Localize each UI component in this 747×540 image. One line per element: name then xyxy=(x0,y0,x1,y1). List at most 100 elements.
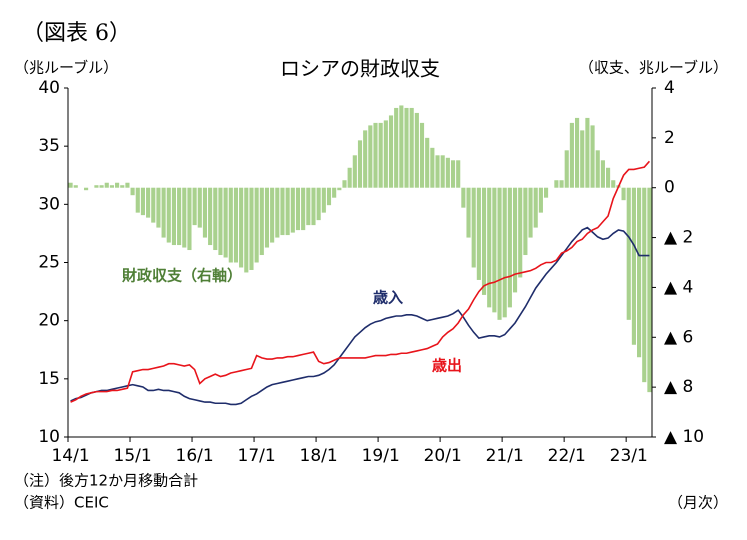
bar xyxy=(626,187,631,320)
bar xyxy=(306,187,311,226)
line xyxy=(70,160,651,403)
chart-title: ロシアの財政収支 xyxy=(280,57,440,81)
bar xyxy=(321,187,326,213)
bar xyxy=(264,187,270,248)
y-tick-label: 35 xyxy=(38,136,60,156)
bar xyxy=(120,185,125,188)
x-tick-label: 22/1 xyxy=(548,446,586,466)
y2-tick-label: ▲ 10 xyxy=(664,427,704,447)
bar xyxy=(471,187,476,268)
bar xyxy=(311,187,316,226)
bar xyxy=(109,185,114,188)
bar xyxy=(156,187,161,228)
bar xyxy=(373,122,378,188)
bar xyxy=(642,187,647,383)
bar xyxy=(440,155,445,188)
bar xyxy=(492,187,497,313)
bar xyxy=(518,187,523,278)
x-tick-label: 19/1 xyxy=(362,446,400,466)
bar xyxy=(600,160,605,188)
bar xyxy=(233,187,239,263)
bar xyxy=(419,122,425,188)
x-tick-label: 23/1 xyxy=(610,446,648,466)
bar xyxy=(528,187,533,238)
bar xyxy=(363,130,368,188)
bar xyxy=(182,187,187,248)
bar xyxy=(611,180,616,188)
bar xyxy=(223,187,228,258)
bar xyxy=(249,187,254,270)
y2-tick-label: ▲ 4 xyxy=(664,277,693,297)
bar xyxy=(104,182,109,188)
bar xyxy=(326,187,332,206)
bar xyxy=(94,185,99,188)
bar xyxy=(523,187,528,256)
series-label: 財政収支（右軸） xyxy=(121,267,242,285)
y2-tick-label: ▲ 2 xyxy=(664,228,693,248)
bar xyxy=(512,187,518,293)
bar xyxy=(430,147,435,188)
x-tick-label: 17/1 xyxy=(238,446,276,466)
bar xyxy=(244,187,249,273)
bar xyxy=(125,182,130,188)
bar xyxy=(197,187,202,228)
x-tick-label: 21/1 xyxy=(486,446,524,466)
bar xyxy=(564,150,569,188)
bar xyxy=(502,187,507,318)
bar xyxy=(456,160,461,188)
bar xyxy=(135,187,140,213)
bar xyxy=(285,187,290,236)
bar xyxy=(99,185,104,188)
bar xyxy=(637,187,642,358)
bar xyxy=(228,187,233,263)
bar xyxy=(543,187,549,198)
bar xyxy=(580,130,585,188)
bar xyxy=(409,107,414,188)
bar xyxy=(166,187,171,243)
bar xyxy=(481,187,487,295)
bar xyxy=(357,140,363,188)
y2-tick-label: ▲ 6 xyxy=(664,327,693,347)
figure-number: （図表 6） xyxy=(22,21,131,46)
bar xyxy=(130,187,135,196)
bar xyxy=(84,187,89,191)
bar xyxy=(115,182,120,188)
bar xyxy=(177,187,182,246)
bar xyxy=(280,187,285,236)
bar xyxy=(259,187,264,256)
bar xyxy=(270,187,275,243)
bar xyxy=(316,187,321,221)
bar xyxy=(187,187,192,251)
bar xyxy=(275,187,280,238)
bar xyxy=(497,187,502,320)
x-tick-label: 18/1 xyxy=(300,446,338,466)
bar xyxy=(151,187,156,223)
bar xyxy=(239,187,244,268)
bar xyxy=(461,187,466,208)
bar xyxy=(342,180,347,188)
bar xyxy=(394,107,399,188)
bar xyxy=(574,117,580,188)
bar xyxy=(352,155,357,188)
y-tick-label: 10 xyxy=(38,427,60,447)
y2-tick-label: 4 xyxy=(664,78,675,98)
bar xyxy=(569,122,574,188)
bar xyxy=(208,187,213,246)
bar xyxy=(213,187,218,251)
y-axis-label: （兆ルーブル） xyxy=(14,59,118,77)
x-tick-label: 20/1 xyxy=(424,446,462,466)
bar xyxy=(425,137,430,188)
y-tick-label: 30 xyxy=(38,194,60,214)
y-tick-label: 20 xyxy=(38,311,60,331)
y2-axis-label: （収支、兆ルーブル） xyxy=(579,59,728,77)
x-tick-label: 15/1 xyxy=(114,446,152,466)
note: （注）後方12か月移動合計 xyxy=(14,472,198,490)
bar xyxy=(538,187,543,213)
source: （資料）CEIC xyxy=(14,494,109,512)
y-tick-label: 40 xyxy=(38,78,60,98)
series-label: 歳出 xyxy=(432,357,462,375)
bar xyxy=(254,187,259,263)
bar xyxy=(554,180,559,188)
bar xyxy=(466,187,471,238)
bar xyxy=(414,112,419,188)
